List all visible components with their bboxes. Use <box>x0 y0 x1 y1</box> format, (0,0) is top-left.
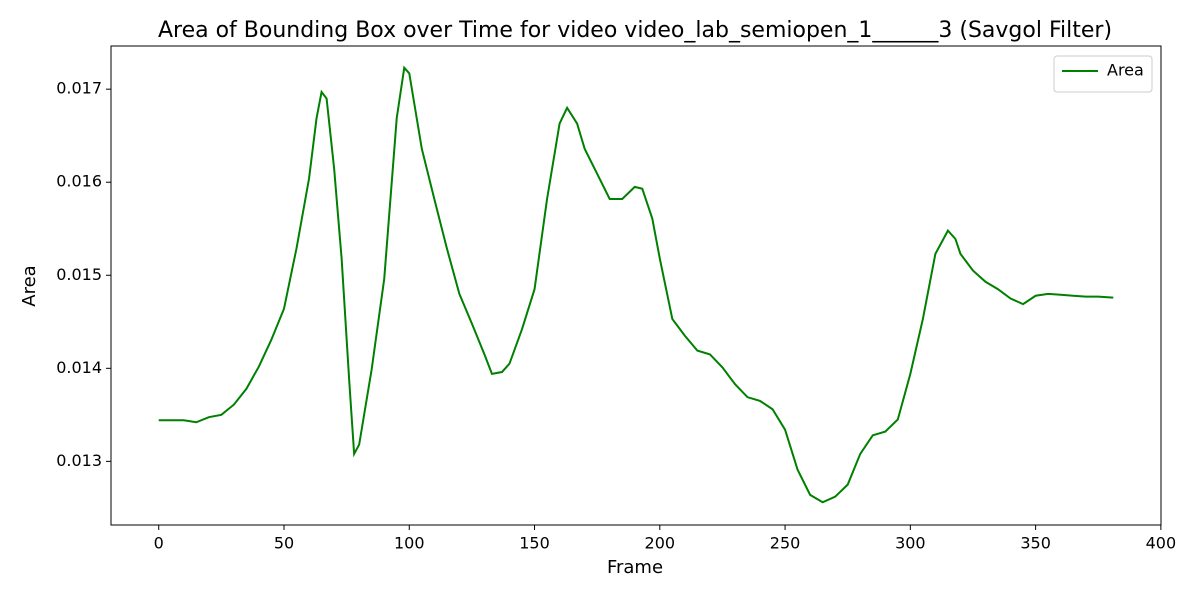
x-tick-label: 50 <box>274 534 294 553</box>
data-line <box>158 65 1114 504</box>
y-tick-label: 0.015 <box>56 265 102 284</box>
x-tick-label: 100 <box>394 534 425 553</box>
x-tick-label: 300 <box>895 534 926 553</box>
x-tick-label: 0 <box>154 534 164 553</box>
y-axis-label: Area <box>19 265 40 306</box>
y-tick-label: 0.017 <box>56 79 102 98</box>
y-tick-label: 0.014 <box>56 358 102 377</box>
y-tick-label: 0.016 <box>56 172 102 191</box>
legend-box <box>1053 55 1153 93</box>
chart-title: Area of Bounding Box over Time for video… <box>158 18 1112 43</box>
legend-label: Area <box>1107 61 1144 80</box>
x-tick-label: 350 <box>1020 534 1051 553</box>
x-tick-label: 150 <box>519 534 550 553</box>
plot-frame <box>110 45 1162 526</box>
x-tick-label: 200 <box>645 534 676 553</box>
x-tick-label: 250 <box>770 534 801 553</box>
y-tick-label: 0.013 <box>56 451 102 470</box>
x-axis-label: Frame <box>607 557 663 578</box>
x-tick-label: 400 <box>1146 534 1177 553</box>
